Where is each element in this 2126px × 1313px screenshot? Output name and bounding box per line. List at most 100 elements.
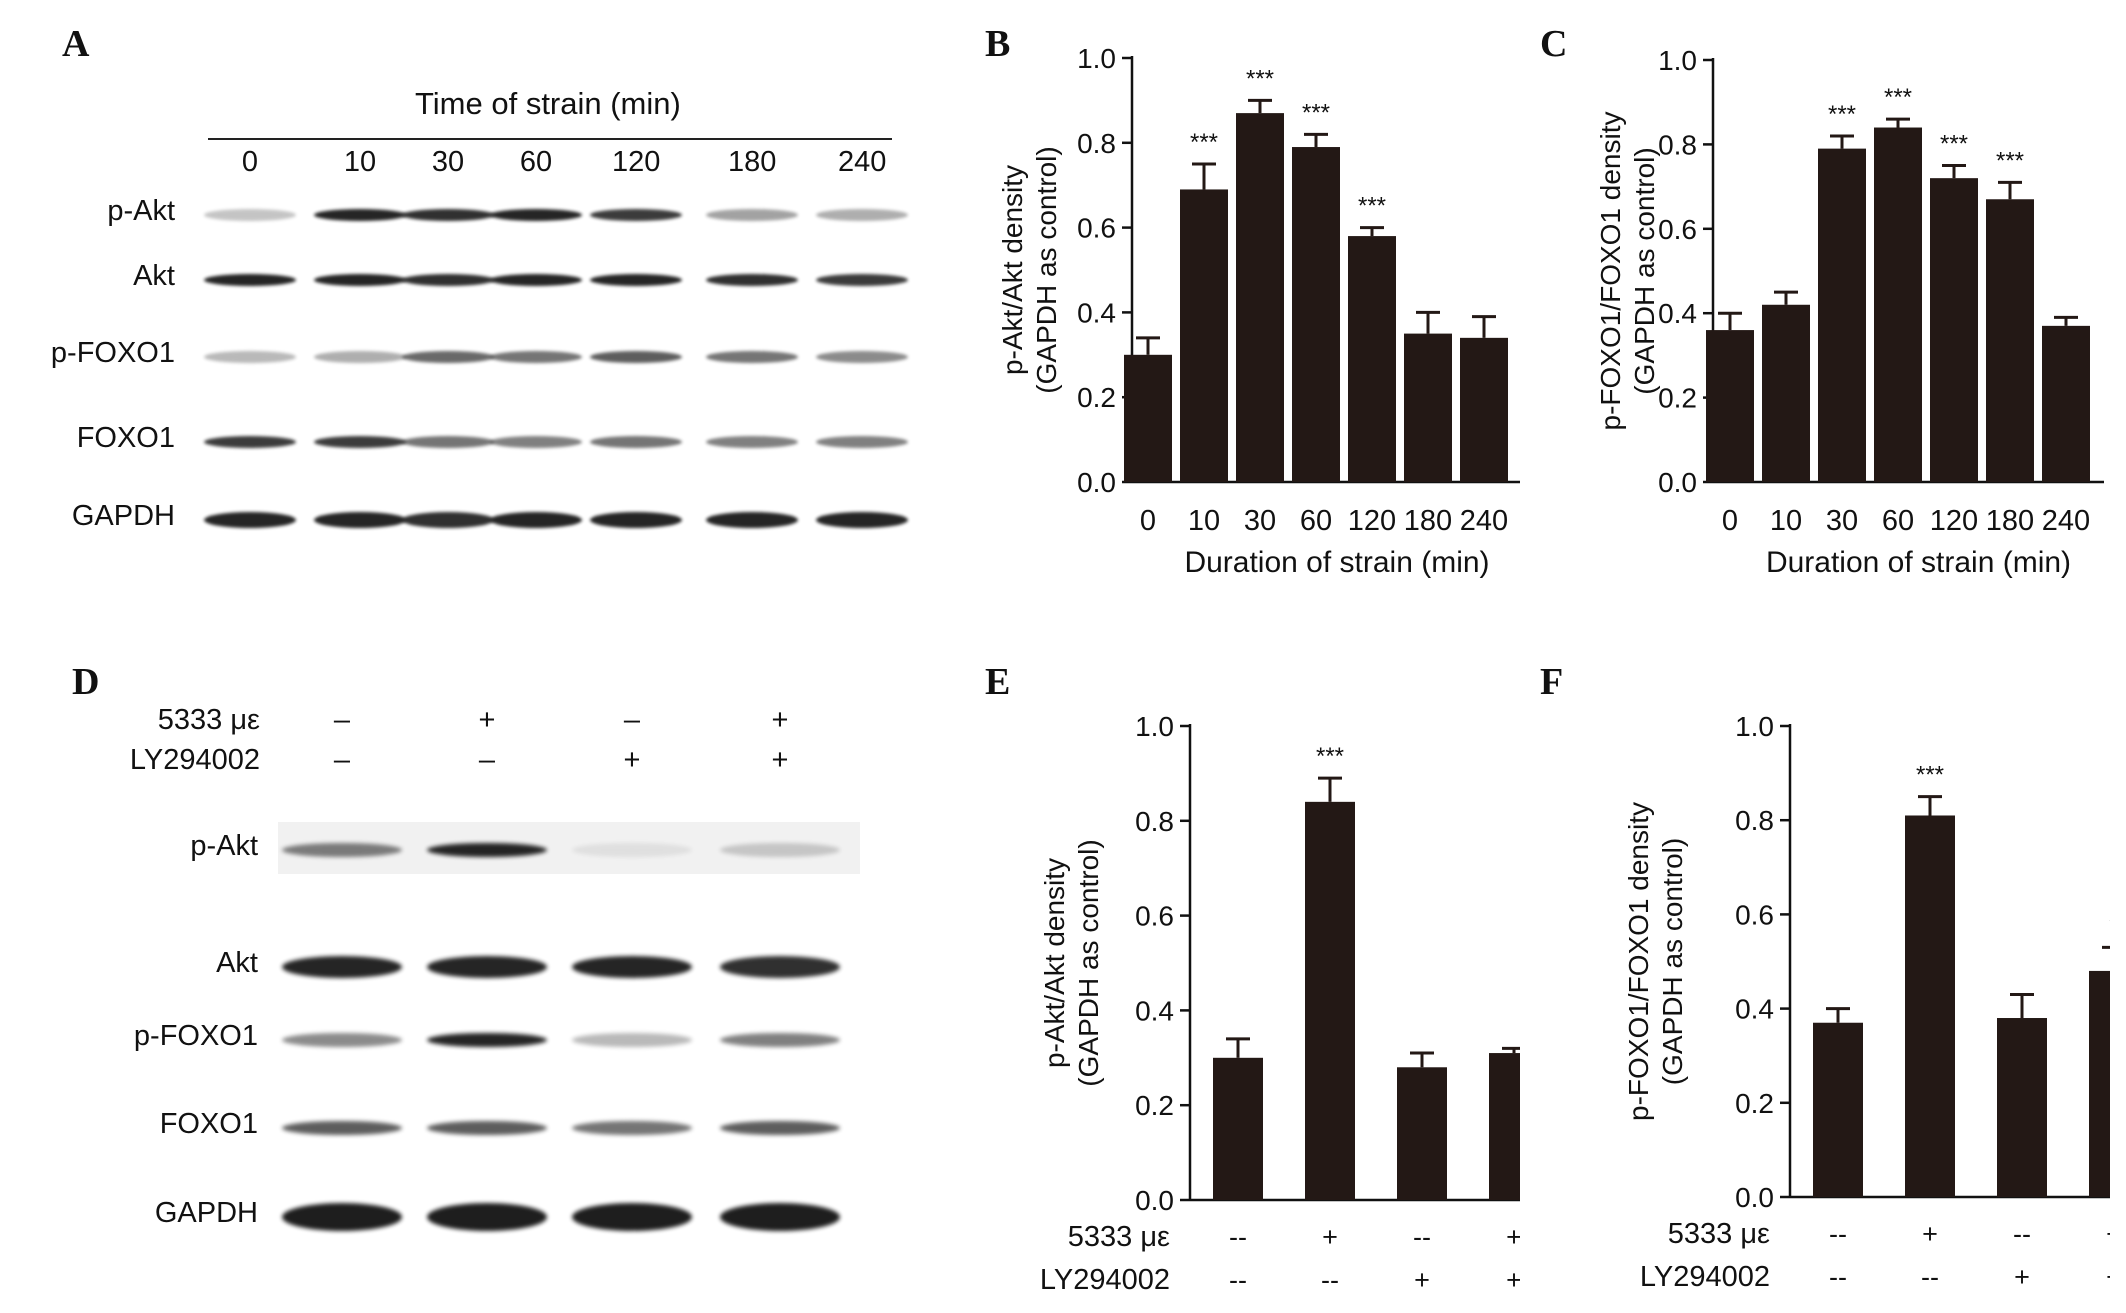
blot-band <box>572 1033 692 1047</box>
y-tick-label: 0.8 <box>1658 129 1697 160</box>
blot-band <box>590 274 682 286</box>
treatment-label: LY294002 <box>1040 1264 1170 1296</box>
bar <box>1305 801 1355 1200</box>
y-tick-label: 0.4 <box>1735 994 1774 1025</box>
blot-band <box>490 274 582 286</box>
blot-band <box>204 351 296 363</box>
bar-chart-f: 0.0 0.2 0.4 0.6 0.8 1.0 p-FOXO1/FOXO1 density(… <box>1623 711 2110 1293</box>
bar-chart-e: 0.0 0.2 0.4 0.6 0.8 1.0 p-Akt/Akt density (GAPD… <box>1039 711 1520 1296</box>
bar <box>1930 178 1978 482</box>
x-tick-label: 60 <box>1300 505 1332 537</box>
blot-band <box>282 1121 402 1135</box>
bar <box>1762 304 1810 482</box>
y-tick-label: 0.2 <box>1735 1088 1774 1119</box>
lane-label: 120 <box>612 146 661 178</box>
blot-band <box>590 209 682 221</box>
treatment-sign: + <box>2106 1219 2110 1249</box>
panel-label-c: C <box>1540 23 1568 65</box>
blot-band <box>314 351 406 363</box>
blot-band <box>720 956 840 978</box>
y-axis-label: (GAPDH as control) <box>1073 839 1104 1086</box>
blot-band <box>490 209 582 221</box>
y-tick-label: 0.6 <box>1135 901 1174 932</box>
blot-band <box>816 209 908 221</box>
blot-band <box>572 1203 692 1231</box>
treatment-sign: – <box>333 744 351 776</box>
blot-band <box>720 843 840 857</box>
bar <box>1460 337 1508 482</box>
treatment-sign: -- <box>1829 1219 1847 1249</box>
x-tick-label: 120 <box>1930 505 1978 537</box>
blot-row-label-foxo1: FOXO1 <box>159 1108 258 1140</box>
lane-label: 30 <box>431 146 465 178</box>
y-tick-label: 1.0 <box>1077 43 1116 74</box>
blot-band <box>427 843 547 857</box>
treatment-sign: + <box>771 744 789 776</box>
blot-band <box>572 843 692 857</box>
panel-label-a: A <box>62 23 90 65</box>
treatment-sign: -- <box>1229 1265 1247 1295</box>
significance-marker: * <box>2109 912 2110 939</box>
blot-row-label-akt: Akt <box>133 260 175 292</box>
blot-band <box>204 274 296 286</box>
y-tick-label: 0.4 <box>1658 298 1697 329</box>
treatment-sign: + <box>1506 1265 1520 1295</box>
blot-band <box>572 1121 692 1135</box>
panel-label-f: F <box>1540 661 1564 703</box>
bar <box>1292 147 1340 482</box>
treatment-sign: + <box>1506 1222 1520 1252</box>
treatment-label-5333: 5333 με <box>157 704 260 736</box>
blot-band <box>282 956 402 978</box>
blot-a-header: Time of strain (min) <box>415 86 681 121</box>
treatment-sign: -- <box>1921 1262 1939 1292</box>
blot-band <box>204 436 296 448</box>
treatment-sign: + <box>771 704 789 736</box>
bar <box>1905 815 1955 1197</box>
bar <box>1818 148 1866 482</box>
blot-band <box>402 351 494 363</box>
blot-row-label-gapdh: GAPDH <box>154 1197 258 1229</box>
blot-band <box>490 512 582 528</box>
y-tick-label: 0.4 <box>1135 995 1174 1026</box>
x-tick-label: 30 <box>1826 505 1858 537</box>
bar <box>1489 1053 1520 1200</box>
blot-band <box>282 1033 402 1047</box>
bar <box>1813 1022 1863 1197</box>
treatment-label: 5333 με <box>1068 1221 1170 1253</box>
bar <box>2042 325 2090 482</box>
y-tick-label: 0.0 <box>1735 1182 1774 1213</box>
y-tick-label: 0.0 <box>1077 467 1116 498</box>
y-tick-label: 0.0 <box>1658 467 1697 498</box>
panel-label-e: E <box>985 661 1011 703</box>
x-tick-label: 240 <box>2042 505 2090 537</box>
blot-band <box>427 1033 547 1047</box>
bar <box>1997 1018 2047 1197</box>
significance-marker: *** <box>1316 743 1344 770</box>
treatment-sign: + <box>1322 1222 1338 1252</box>
x-tick-label: 10 <box>1770 505 1802 537</box>
bar <box>1180 189 1228 482</box>
blot-band <box>204 512 296 528</box>
y-axis-label: p-FOXO1/FOXO1 density <box>1623 802 1654 1121</box>
treatment-label: LY294002 <box>1640 1261 1770 1293</box>
blot-band <box>402 209 494 221</box>
x-tick-label: 30 <box>1244 505 1276 537</box>
bar <box>1124 354 1172 482</box>
blot-band <box>314 436 406 448</box>
treatment-sign: -- <box>1321 1265 1339 1295</box>
treatment-sign: – <box>623 704 641 736</box>
bar <box>1986 199 2034 482</box>
blot-row-label-p-foxo1: p-FOXO1 <box>50 337 175 369</box>
y-tick-label: 1.0 <box>1658 45 1697 76</box>
blot-row-label-gapdh: GAPDH <box>71 500 175 532</box>
bar-chart-c: 0.0 0.2 0.4 0.6 0.8 1.0 p-FOXO1/FOXO1 density(… <box>1595 45 2104 579</box>
y-axis-label: p-FOXO1/FOXO1 density <box>1595 112 1626 431</box>
y-tick-label: 0.0 <box>1135 1185 1174 1216</box>
blot-band <box>402 274 494 286</box>
blot-band <box>590 512 682 528</box>
treatment-label: 5333 με <box>1668 1218 1770 1250</box>
blot-row-label-foxo1: FOXO1 <box>76 422 175 454</box>
significance-marker: *** <box>1884 84 1912 111</box>
blot-band <box>282 1203 402 1231</box>
panel-label-b: B <box>985 23 1011 65</box>
